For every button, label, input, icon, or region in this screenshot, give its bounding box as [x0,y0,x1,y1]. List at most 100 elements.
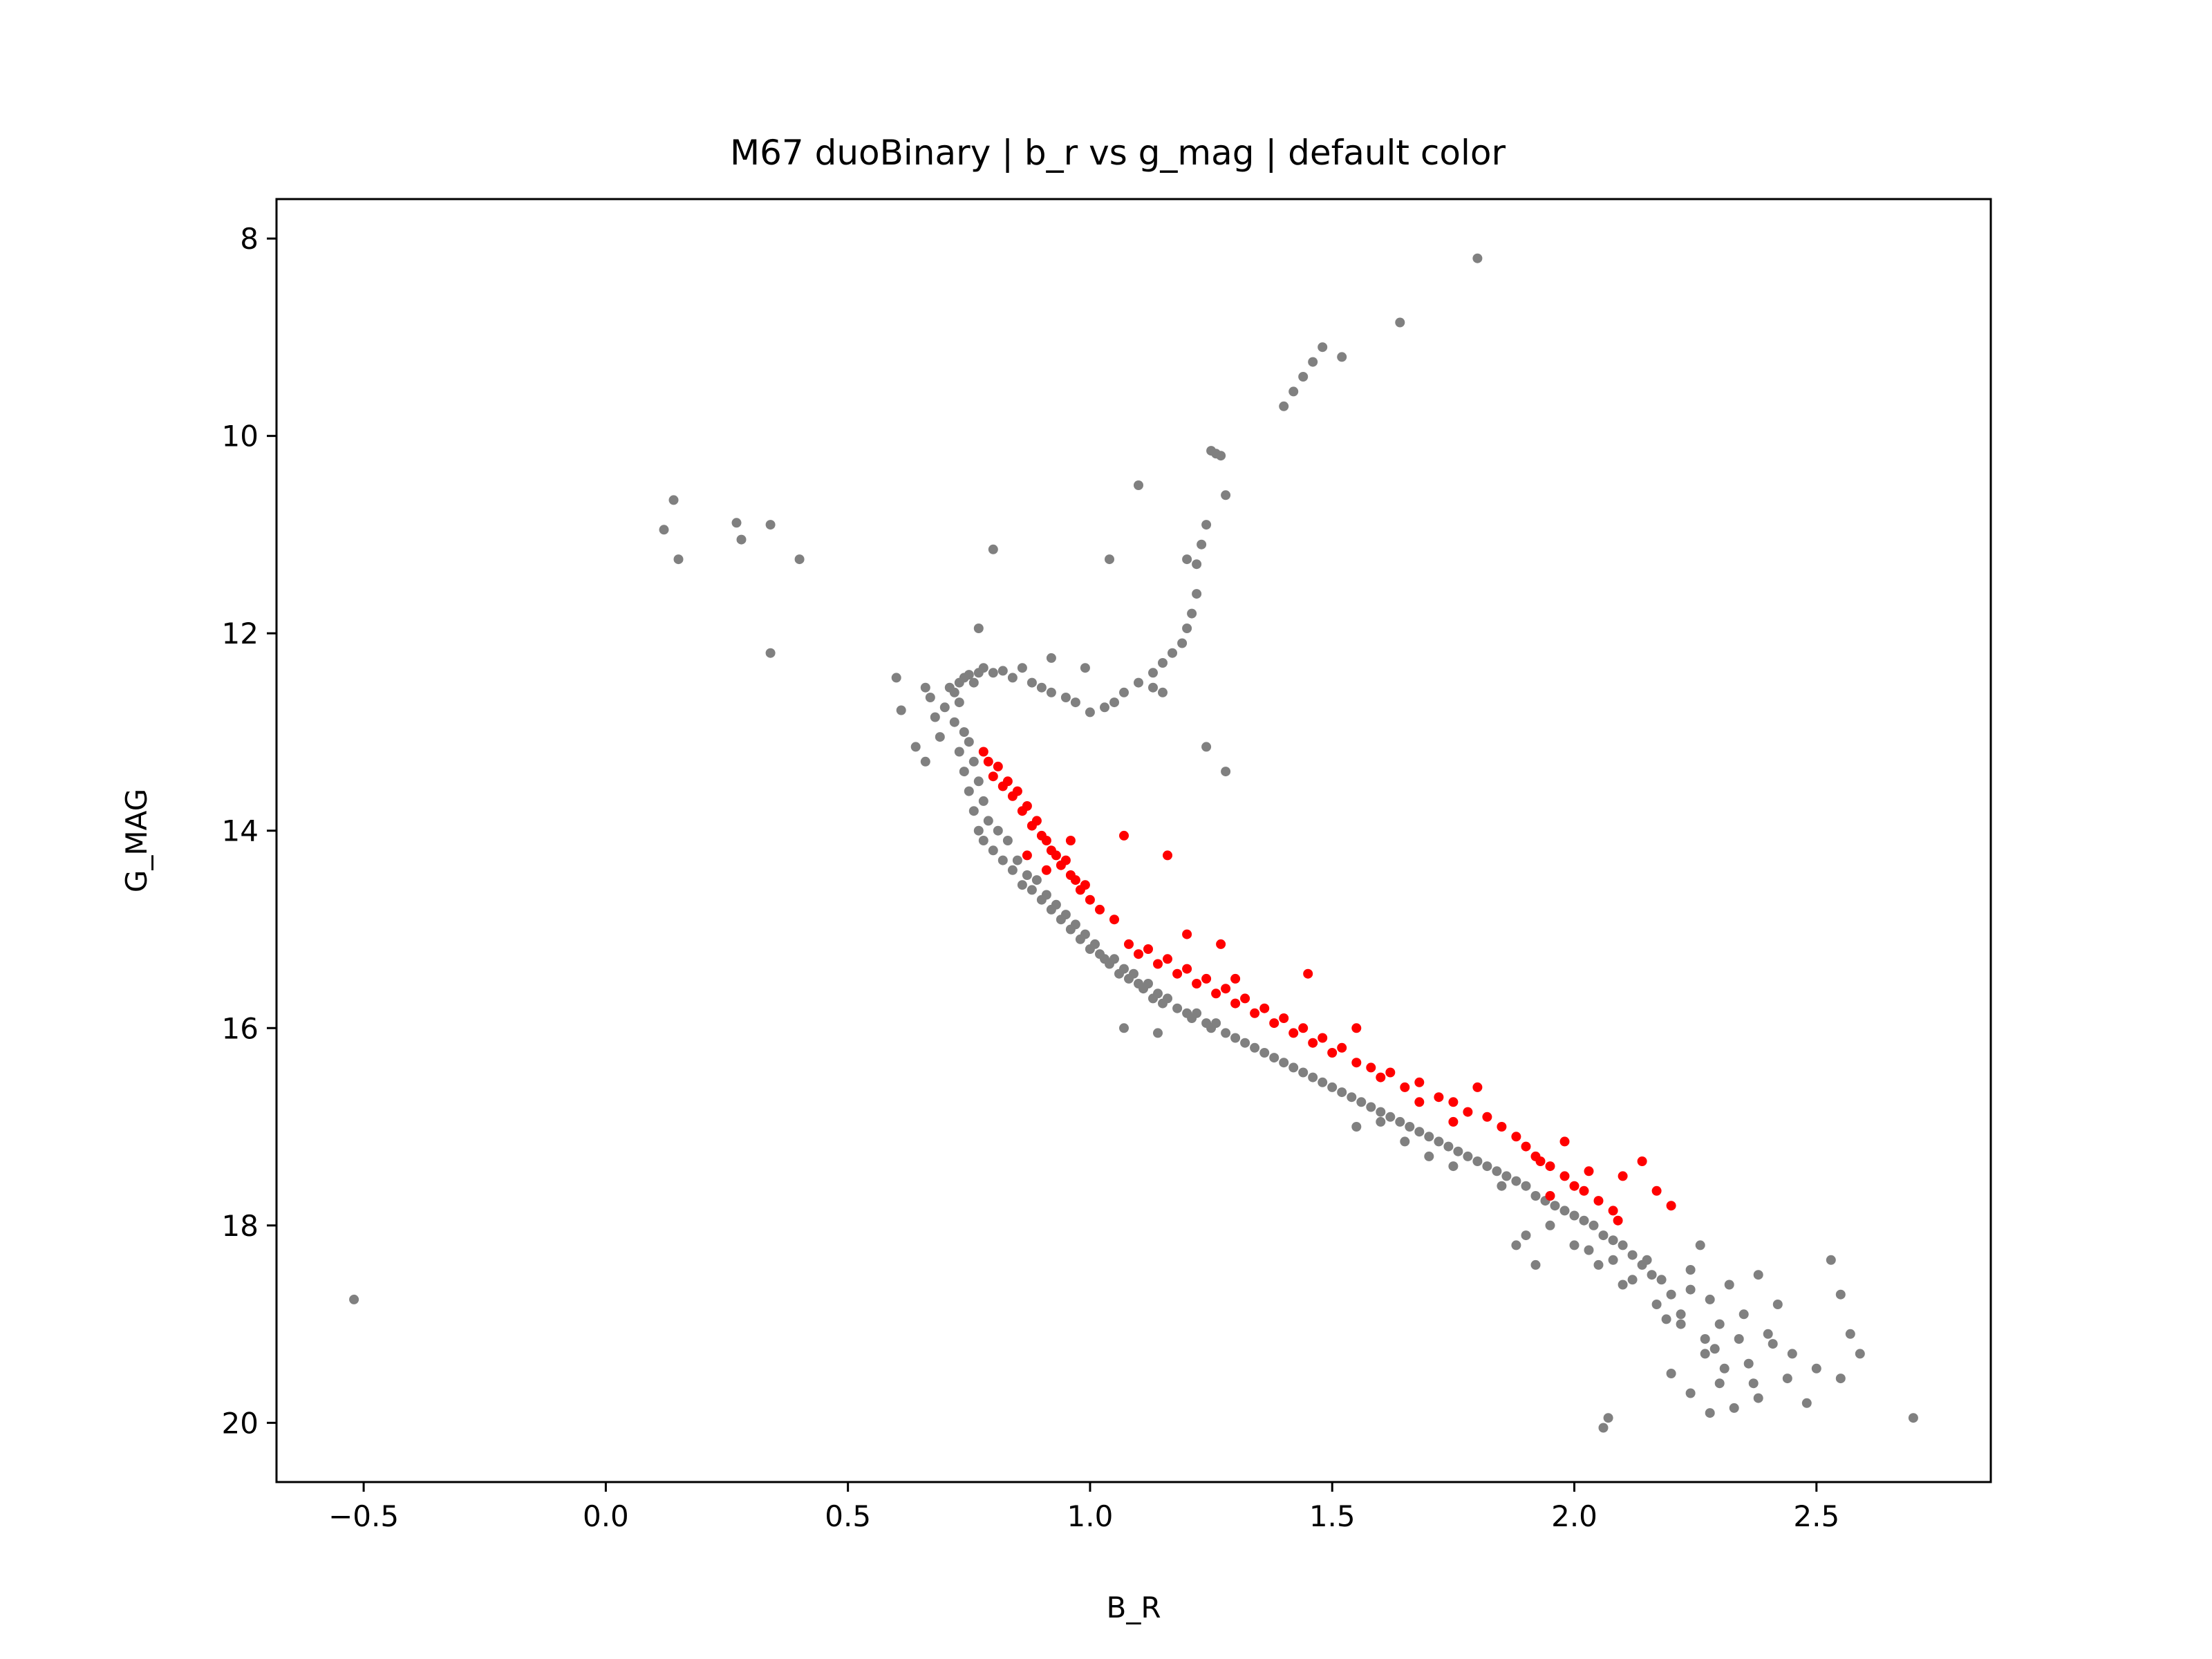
y-tick-label: 8 [240,222,259,256]
cluster-point-14 [925,693,935,702]
cluster-point-105 [1434,1136,1444,1147]
cluster-point-44 [1012,855,1022,865]
binary-point-38 [1250,1008,1260,1018]
chart-title: M67 duoBinary | b_r vs g_mag | default c… [730,133,1506,173]
binary-point-41 [1279,1013,1289,1023]
binary-point-62 [1545,1161,1555,1172]
x-tick-label: 1.5 [1309,1499,1356,1533]
cluster-point-37 [978,836,988,845]
cluster-point-7 [765,648,776,658]
cluster-point-228 [1221,767,1231,777]
cluster-point-212 [1197,539,1207,550]
cluster-point-190 [988,668,998,678]
y-axis-label: G_MAG [120,789,153,892]
cluster-point-230 [1288,386,1299,397]
cluster-point-234 [1337,352,1347,362]
binary-point-53 [1414,1077,1425,1087]
cluster-point-34 [973,776,984,787]
cluster-point-161 [1835,1289,1846,1300]
cluster-point-213 [1201,520,1212,530]
cluster-point-73 [1153,988,1163,999]
binary-point-51 [1385,1067,1396,1078]
cluster-point-207 [1177,638,1188,648]
cluster-point-156 [1801,1398,1812,1408]
y-tick-label: 14 [222,814,259,848]
cluster-point-160 [1855,1349,1865,1359]
cluster-point-125 [1627,1250,1638,1260]
cluster-point-209 [1187,608,1197,619]
binary-point-48 [1351,1058,1362,1068]
binary-point-2 [988,771,998,782]
cluster-point-135 [1666,1289,1676,1300]
cluster-point-108 [1463,1151,1473,1161]
cluster-point-210 [1192,589,1202,599]
cluster-point-198 [1070,697,1080,708]
binary-point-60 [1521,1141,1531,1152]
cluster-point-224 [1080,663,1090,673]
cluster-point-85 [1240,1038,1250,1048]
binary-point-39 [1259,1003,1270,1013]
cluster-point-170 [1153,1028,1163,1038]
y-tick-label: 20 [222,1406,259,1440]
cluster-point-93 [1318,1077,1328,1087]
cluster-point-41 [997,855,1008,865]
cluster-point-42 [1002,836,1013,845]
binary-point-67 [1608,1206,1618,1216]
cluster-point-39 [988,845,998,856]
cluster-point-177 [1511,1240,1521,1250]
binary-point-49 [1366,1062,1376,1073]
cluster-point-92 [1308,1072,1318,1082]
cluster-point-35 [973,825,984,836]
binary-point-19 [1070,875,1080,885]
cluster-point-164 [1598,1423,1609,1433]
cluster-point-235 [1395,317,1405,328]
cluster-point-204 [1148,668,1158,678]
cluster-point-99 [1376,1107,1386,1117]
binary-point-80 [1230,973,1241,984]
cluster-point-202 [1119,687,1129,697]
cluster-point-168 [1700,1334,1710,1344]
binary-point-81 [1351,1023,1362,1033]
cluster-point-89 [1279,1058,1289,1068]
cluster-point-16 [935,732,945,742]
cluster-point-147 [1666,1369,1676,1378]
y-tick-label: 10 [222,420,259,453]
binary-point-65 [1579,1185,1589,1196]
cluster-point-223 [1046,653,1056,663]
cluster-point-111 [1492,1166,1502,1177]
cluster-point-218 [1182,554,1192,565]
cluster-point-58 [1080,929,1090,939]
cluster-point-30 [964,737,974,747]
y-tick-label: 18 [222,1209,259,1243]
cluster-point-33 [968,806,979,816]
cluster-point-25 [954,697,964,708]
cluster-point-201 [1109,697,1119,708]
cluster-point-31 [964,786,974,796]
binary-point-13 [1041,836,1051,845]
cluster-point-194 [1027,677,1037,688]
cluster-point-132 [1593,1259,1604,1270]
cluster-point-180 [1608,1255,1618,1265]
cluster-point-5 [736,534,747,545]
x-axis: −0.5 0.0 0.5 1.0 1.5 2.0 2.5 [328,1482,1839,1533]
binary-point-17 [1060,855,1071,865]
binary-point-7 [1012,786,1022,796]
cluster-point-87 [1259,1048,1270,1058]
cluster-point-151 [1729,1403,1739,1413]
cluster-point-98 [1366,1102,1376,1112]
cluster-point-188 [1748,1378,1759,1389]
binary-point-29 [1163,954,1172,964]
cluster-point-142 [1738,1309,1749,1320]
binary-point-27 [1143,944,1153,954]
cluster-point-106 [1443,1141,1454,1152]
cluster-point-101 [1395,1116,1405,1127]
cluster-point-102 [1405,1122,1415,1132]
binary-point-9 [1022,801,1032,811]
cluster-point-220 [1105,554,1114,565]
cluster-point-0 [349,1294,359,1304]
binary-point-74 [1065,836,1076,845]
cluster-point-60 [1090,939,1100,949]
cluster-point-11 [910,742,921,752]
binary-point-1 [983,756,993,767]
cluster-point-47 [1027,885,1037,895]
